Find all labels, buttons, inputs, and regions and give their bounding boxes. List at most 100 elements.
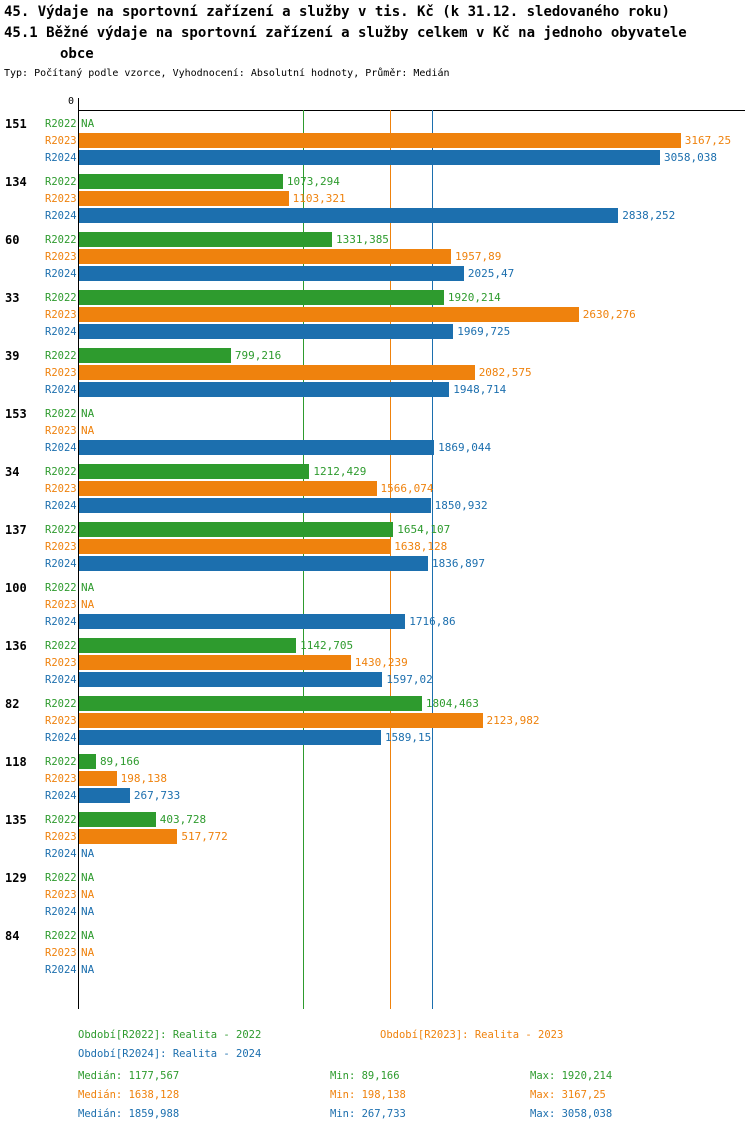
na-label: NA [81, 424, 95, 437]
bar-row: R2023 1103,321 [0, 191, 750, 206]
bar-value-label: 1948,714 [453, 383, 507, 396]
bar-row: 129 R2022 NA [0, 870, 750, 885]
row-label-cell: 118 R2022 [0, 754, 79, 769]
series-label-r2024: R2024 [45, 152, 77, 164]
bar-value-label: 1869,044 [438, 441, 492, 454]
series-label-r2022: R2022 [45, 524, 77, 536]
bar-row: R2024 1850,932 [0, 498, 750, 513]
na-label: NA [81, 946, 95, 959]
bar-row: R2024 1869,044 [0, 440, 750, 455]
bar-row: R2023 1566,074 [0, 481, 750, 496]
bar-group-136: 136 R2022 1142,705 R2023 1430,239 R2024 1597,0… [0, 638, 750, 687]
group-id-label: 33 [5, 291, 20, 305]
bar-r2023 [79, 481, 377, 496]
row-label-cell: R2023 [0, 423, 79, 438]
row-label-cell: R2023 [0, 249, 79, 264]
bar-row: 39 R2022 799,216 [0, 348, 750, 363]
y-axis-line [78, 110, 79, 1009]
bar-r2023 [79, 655, 351, 670]
row-label-cell: R2023 [0, 829, 79, 844]
bar-group-39: 39 R2022 799,216 R2023 2082,575 R2024 1948,714 [0, 348, 750, 397]
bar-value-label: 2838,252 [622, 209, 676, 222]
bar-row: R2023 NA [0, 597, 750, 612]
bar-r2022 [79, 348, 231, 363]
bar-value-label: 1654,107 [397, 523, 451, 536]
bar-row: R2024 2838,252 [0, 208, 750, 223]
bar-row: 60 R2022 1331,385 [0, 232, 750, 247]
bar-row: 84 R2022 NA [0, 928, 750, 943]
bar-row: 34 R2022 1212,429 [0, 464, 750, 479]
x-axis-zero-label: 0 [67, 96, 74, 107]
series-label-r2022: R2022 [45, 118, 77, 130]
row-label-cell: R2024 [0, 556, 79, 571]
bar-value-label: 517,772 [181, 830, 228, 843]
bar-group-84: 84 R2022 NA R2023 NA R2024 NA [0, 928, 750, 977]
stats-row-r2023: Medián: 1638,128 Min: 198,138 Max: 3167,… [0, 1086, 750, 1105]
series-label-r2023: R2023 [45, 309, 77, 321]
bar-value-label: 267,733 [133, 789, 181, 802]
bar-value-label: 1597,02 [386, 673, 433, 686]
group-id-label: 34 [5, 465, 20, 479]
bar-value-label: 1836,897 [432, 557, 485, 570]
bar-r2022 [79, 232, 332, 247]
bar-value-label: 2082,575 [478, 366, 532, 379]
bar-row: R2023 2123,982 [0, 713, 750, 728]
series-label-r2022: R2022 [45, 292, 77, 304]
bar-row: 153 R2022 NA [0, 406, 750, 421]
bar-row: 100 R2022 NA [0, 580, 750, 595]
bar-group-33: 33 R2022 1920,214 R2023 2630,276 R2024 1969,72… [0, 290, 750, 339]
bar-value-label: 1804,463 [425, 697, 479, 710]
stat-max-r2022: Max: 1920,214 [530, 1070, 613, 1082]
chart-title-line-1: 45. Výdaje na sportovní zařízení a služb… [4, 4, 670, 20]
series-label-r2022: R2022 [45, 698, 77, 710]
bar-value-label: 1638,128 [394, 540, 448, 553]
bar-group-137: 137 R2022 1654,107 R2023 1638,128 R2024 1836,8… [0, 522, 750, 571]
series-label-r2023: R2023 [45, 947, 77, 959]
bar-value-label: 1566,074 [380, 482, 434, 495]
bar-r2022 [79, 696, 422, 711]
bar-r2024 [79, 440, 435, 455]
bar-group-82: 82 R2022 1804,463 R2023 2123,982 R2024 1589,15 [0, 696, 750, 745]
bar-group-100: 100 R2022 NA R2023 NA R2024 1716,86 [0, 580, 750, 629]
bar-value-label: 1969,725 [457, 325, 511, 338]
row-label-cell: R2023 [0, 539, 79, 554]
series-label-r2022: R2022 [45, 408, 77, 420]
series-label-r2022: R2022 [45, 640, 77, 652]
row-label-cell: R2023 [0, 133, 79, 148]
bar-row: R2023 2630,276 [0, 307, 750, 322]
row-label-cell: 34 R2022 [0, 464, 79, 479]
bar-group-34: 34 R2022 1212,429 R2023 1566,074 R2024 1850,93… [0, 464, 750, 513]
stats-row-r2024: Medián: 1859,988 Min: 267,733 Max: 3058,… [0, 1105, 750, 1124]
na-label: NA [81, 929, 95, 942]
bar-r2022 [79, 522, 394, 537]
series-label-r2024: R2024 [45, 442, 77, 454]
bar-value-label: 2123,982 [486, 714, 540, 727]
bar-r2023 [79, 539, 391, 554]
series-label-r2024: R2024 [45, 964, 77, 976]
na-label: NA [81, 581, 95, 594]
bar-row: R2024 1969,725 [0, 324, 750, 339]
series-label-r2023: R2023 [45, 599, 77, 611]
bar-r2024 [79, 498, 431, 513]
series-label-r2022: R2022 [45, 872, 77, 884]
stat-max-r2023: Max: 3167,25 [530, 1089, 606, 1101]
bar-value-label: 799,216 [234, 349, 282, 362]
row-label-cell: R2024 [0, 150, 79, 165]
bar-row: R2023 517,772 [0, 829, 750, 844]
stat-median-r2022: Medián: 1177,567 [78, 1070, 180, 1082]
group-id-label: 137 [5, 523, 27, 537]
chart-title-line-3: obce [60, 46, 94, 62]
bar-row: R2024 267,733 [0, 788, 750, 803]
na-label: NA [81, 598, 95, 611]
row-label-cell: R2024 [0, 208, 79, 223]
bar-row: 151 R2022 NA [0, 116, 750, 131]
bar-row: R2024 1716,86 [0, 614, 750, 629]
row-label-cell: R2023 [0, 307, 79, 322]
row-label-cell: 153 R2022 [0, 406, 79, 421]
bar-row: R2023 NA [0, 945, 750, 960]
group-id-label: 136 [5, 639, 27, 653]
na-label: NA [81, 117, 95, 130]
chart-title-line-2: 45.1 Běžné výdaje na sportovní zařízení … [4, 25, 687, 41]
row-label-cell: R2024 [0, 382, 79, 397]
series-label-r2024: R2024 [45, 906, 77, 918]
